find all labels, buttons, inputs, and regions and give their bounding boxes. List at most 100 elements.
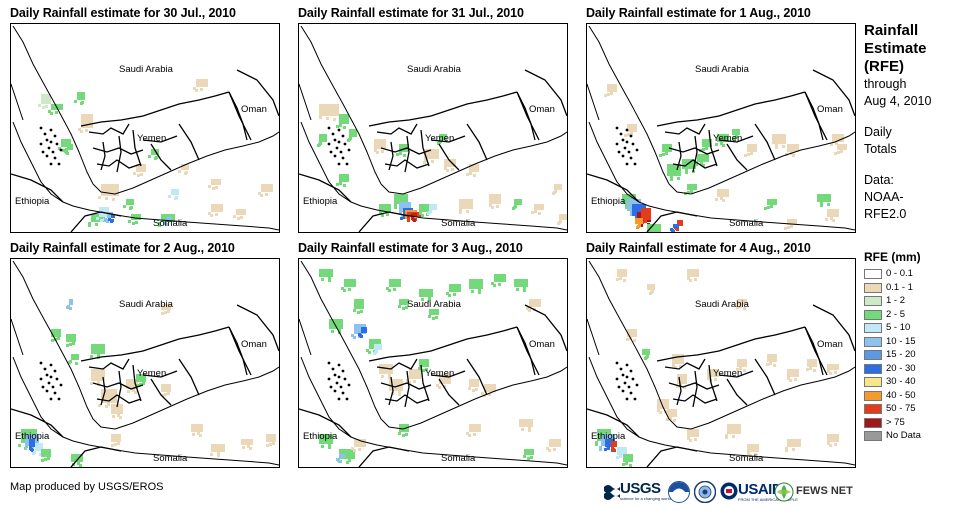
rainfall-cell bbox=[835, 142, 838, 145]
admin-border bbox=[358, 211, 410, 232]
admin-border bbox=[368, 91, 518, 127]
admin-border bbox=[646, 446, 698, 467]
admin-border bbox=[516, 326, 540, 376]
rainfall-cell bbox=[47, 457, 50, 460]
country-label-yemen: Yemen bbox=[425, 368, 454, 379]
rainfall-cell bbox=[111, 214, 115, 218]
rainfall-cell bbox=[134, 391, 137, 394]
rainfall-cell bbox=[91, 344, 105, 354]
rainfall-cell bbox=[673, 419, 676, 422]
rainfall-cell bbox=[366, 349, 369, 352]
island-marker bbox=[619, 367, 623, 371]
rainfall-cell bbox=[682, 159, 696, 169]
rainfall-cell bbox=[191, 424, 203, 432]
data-label: Data: bbox=[864, 173, 894, 187]
rainfall-cell bbox=[399, 202, 411, 212]
admin-border bbox=[178, 123, 200, 161]
rainfall-cell bbox=[339, 182, 342, 185]
rainfall-cell bbox=[164, 393, 167, 396]
rainfall-cell bbox=[66, 306, 69, 309]
rainfall-cell bbox=[354, 299, 364, 309]
island-marker bbox=[49, 397, 53, 401]
admin-border bbox=[708, 129, 718, 167]
rainfall-cell bbox=[829, 372, 832, 375]
rainfall-cell bbox=[399, 144, 409, 152]
admin-border bbox=[668, 147, 720, 155]
legend-swatch bbox=[864, 336, 882, 347]
rainfall-cell bbox=[782, 145, 785, 148]
rainfall-cell bbox=[158, 224, 161, 227]
rainfall-cell bbox=[736, 368, 739, 371]
rainfall-cell bbox=[418, 367, 421, 370]
island-marker bbox=[49, 375, 53, 379]
rainfall-cell bbox=[630, 211, 633, 214]
usgs-wave-icon bbox=[604, 485, 620, 500]
map-description: Rainfall Estimate (RFE) through Aug 4, 2… bbox=[864, 22, 964, 223]
rainfall-cell bbox=[408, 381, 411, 384]
rainfall-cell bbox=[827, 370, 830, 373]
island-marker bbox=[337, 397, 341, 401]
rainfall-cell bbox=[339, 174, 349, 182]
rainfall-cell bbox=[459, 211, 462, 214]
country-label-ethiopia: Ethiopia bbox=[15, 196, 50, 207]
admin-border bbox=[96, 394, 142, 404]
rainfall-cell bbox=[725, 436, 728, 439]
rainfall-cell bbox=[346, 461, 349, 464]
rainfall-cell bbox=[528, 427, 531, 430]
rainfall-cell bbox=[339, 124, 342, 127]
rainfall-map: Saudi Arabia Oman Yemen Ethiopia Somalia bbox=[11, 260, 279, 467]
rainfall-cell bbox=[679, 365, 682, 368]
rainfall-cell bbox=[399, 424, 409, 432]
rainfall-cell bbox=[394, 194, 408, 204]
rainfall-cell bbox=[534, 210, 537, 213]
rainfall-cell bbox=[469, 279, 483, 289]
rainfall-cell bbox=[328, 277, 331, 280]
coastline bbox=[300, 260, 567, 430]
island-marker bbox=[51, 150, 55, 154]
admin-border bbox=[100, 141, 106, 171]
rainfall-cell bbox=[630, 213, 633, 216]
rainfall-cell bbox=[212, 187, 215, 190]
rainfall-cell bbox=[747, 153, 750, 156]
rainfall-cell bbox=[196, 79, 208, 87]
rainfall-cell bbox=[208, 212, 211, 215]
island-marker bbox=[51, 385, 55, 389]
rfe-title-line-2: Estimate bbox=[864, 40, 927, 57]
coastline bbox=[11, 83, 24, 121]
island-marker bbox=[49, 363, 53, 367]
rainfall-cell bbox=[24, 447, 27, 450]
legend-swatch bbox=[864, 390, 882, 401]
rainfall-cell bbox=[249, 447, 252, 450]
rainfall-cell bbox=[526, 307, 529, 310]
admin-border bbox=[587, 408, 640, 438]
admin-border bbox=[178, 358, 200, 396]
seal-logo bbox=[694, 478, 718, 506]
rainfall-cell bbox=[241, 439, 253, 445]
rainfall-cell bbox=[72, 342, 75, 345]
through-label: through bbox=[864, 77, 907, 91]
island-marker bbox=[635, 148, 639, 152]
rainfall-cell bbox=[528, 429, 531, 432]
rainfall-cell bbox=[403, 154, 406, 157]
country-label-yemen: Yemen bbox=[425, 133, 454, 144]
rainfall-cell bbox=[613, 449, 616, 452]
island-marker bbox=[333, 138, 337, 142]
legend-swatch bbox=[864, 377, 882, 387]
department-seal-icon bbox=[694, 481, 716, 503]
rainfall-cell bbox=[670, 176, 673, 179]
country-label-ethiopia: Ethiopia bbox=[303, 431, 338, 442]
rainfall-cell bbox=[139, 383, 142, 386]
admin-border bbox=[664, 123, 706, 135]
rainfall-cell bbox=[400, 217, 403, 220]
rainfall-cell bbox=[376, 151, 379, 154]
rainfall-cell bbox=[702, 164, 705, 167]
coastline bbox=[299, 318, 312, 356]
rainfall-cell bbox=[98, 404, 101, 407]
rainfall-cell bbox=[386, 287, 389, 290]
admin-border bbox=[672, 159, 718, 169]
rainfall-cell bbox=[74, 100, 77, 103]
rainfall-cell bbox=[336, 125, 339, 128]
rainfall-cell bbox=[167, 392, 170, 395]
rainfall-cell bbox=[361, 327, 367, 333]
rainfall-cell bbox=[827, 209, 839, 217]
